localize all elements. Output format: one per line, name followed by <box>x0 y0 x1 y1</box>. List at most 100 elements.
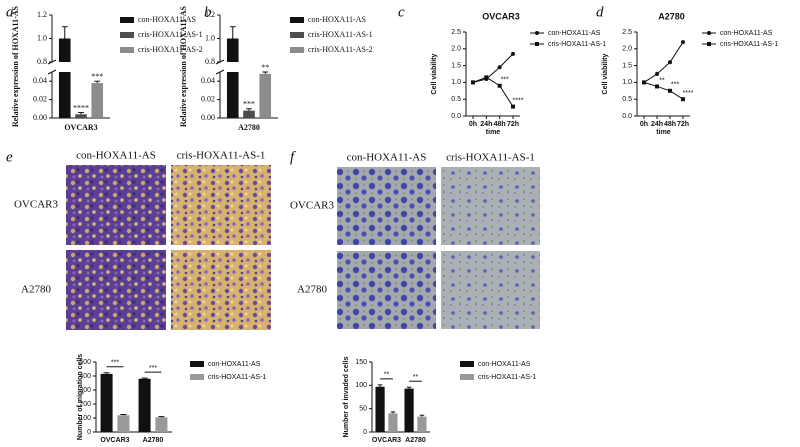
significance: ** <box>413 374 419 381</box>
bar <box>259 73 272 118</box>
legend-label: cris-HOXA11-AS-2 <box>138 45 203 54</box>
y-tick-label: 200 <box>79 401 91 408</box>
y-axis-label: Number of migration cells <box>77 354 84 440</box>
chart: 0 100 200 300 400 500 OVCAR3 *** A2780 *** Number … <box>77 354 266 444</box>
column-label: cris-HOXA11-AS-1 <box>446 152 535 164</box>
micrograph <box>171 165 271 245</box>
significance: **** <box>513 97 524 104</box>
legend-label: cris-HOXA11-AS-1 <box>138 30 203 39</box>
y-tick-label: 2.5 <box>622 29 632 36</box>
x-tick-label: A2780 <box>143 437 164 444</box>
legend-label: cris-HOXA11-AS-1 <box>208 374 266 381</box>
y-tick-label: 0.00 <box>201 113 215 122</box>
micrograph <box>66 250 166 330</box>
panel-letter: d <box>596 4 604 20</box>
y-tick-label: 1.0 <box>205 33 215 42</box>
bar <box>58 38 71 62</box>
panel-letter: c <box>398 4 405 20</box>
chart: 0.81.01.20.000.020.04*******OVCAR3Relati… <box>11 5 203 131</box>
y-axis-label: Cell viability <box>602 53 609 94</box>
y-tick-label: 0.5 <box>451 96 461 103</box>
legend-label: con-HOXA11-AS <box>208 361 261 368</box>
bar <box>404 388 414 432</box>
significance: *** <box>149 365 157 372</box>
marker <box>668 88 672 93</box>
y-tick-label: 2.0 <box>622 46 632 53</box>
x-tick-label: 48h <box>664 121 676 128</box>
y-tick-label: 50 <box>359 406 367 413</box>
series-line <box>472 76 514 107</box>
marker <box>511 104 515 109</box>
y-tick-label: 0.04 <box>201 76 215 85</box>
y-axis-label: Cell viability <box>431 53 438 94</box>
row-label: A2780 <box>297 284 327 296</box>
y-tick-label: 0.8 <box>37 57 47 66</box>
marker <box>535 42 539 46</box>
x-tick-label: OVCAR3 <box>100 437 129 444</box>
y-tick-label: 0.0 <box>622 113 632 120</box>
x-axis-label: OVCAR3 <box>64 123 97 132</box>
y-tick-label: 400 <box>79 373 91 380</box>
marker <box>668 60 672 65</box>
legend-swatch <box>120 47 134 53</box>
x-tick-label: A2780 <box>405 437 426 444</box>
legend-label: cris-HOXA11-AS-1 <box>478 374 536 381</box>
legend-swatch <box>460 361 474 367</box>
column-label: con-HOXA11-AS <box>76 150 156 162</box>
y-tick-label: 1.0 <box>37 33 47 42</box>
y-tick-label: 300 <box>79 387 91 394</box>
legend-label: con-HOXA11-AS <box>138 15 196 24</box>
x-tick-label: 72h <box>677 121 689 128</box>
marker <box>535 31 539 35</box>
y-tick-label: 150 <box>355 359 367 366</box>
y-tick-label: 1.0 <box>451 79 461 86</box>
legend-swatch <box>460 374 474 380</box>
y-tick-label: 1.5 <box>451 62 461 69</box>
chart: 0.0 0.5 1.0 1.5 2.0 2.5 0h 24h 48h 72h con-HOXA11-… <box>431 11 606 135</box>
legend-label: cris-HOXA11-AS-1 <box>308 30 373 39</box>
bar <box>58 72 71 118</box>
y-tick-label: 0.02 <box>201 94 215 103</box>
significance: *** <box>111 360 119 367</box>
marker <box>655 72 659 76</box>
legend-swatch <box>120 32 134 38</box>
legend-swatch <box>290 17 304 23</box>
marker <box>642 80 646 85</box>
micrograph <box>441 251 540 329</box>
row-label: OVCAR3 <box>290 200 335 212</box>
significance: **** <box>683 90 694 97</box>
column-label: cris-HOXA11-AS-1 <box>177 150 266 162</box>
chart-title: A2780 <box>658 11 685 21</box>
y-tick-label: 2.5 <box>451 29 461 36</box>
y-axis-label: Relative expression of HOXA11-AS <box>179 5 188 127</box>
marker <box>707 31 711 35</box>
bar <box>226 38 239 62</box>
y-tick-label: 0.8 <box>205 57 215 66</box>
x-axis-label: time <box>486 129 501 136</box>
significance: *** <box>243 100 255 109</box>
bar <box>388 413 398 432</box>
significance: *** <box>671 82 679 89</box>
chart: 0.81.01.20.000.020.04*****A2780Relative … <box>179 5 373 131</box>
micrograph <box>66 165 166 245</box>
legend-swatch <box>120 17 134 23</box>
series-line <box>643 41 684 83</box>
y-tick-label: 0.04 <box>33 76 47 85</box>
panel-letter: f <box>290 149 296 165</box>
bar <box>417 416 427 432</box>
marker <box>707 42 711 46</box>
panel-letter: e <box>6 149 13 165</box>
y-tick-label: 1.2 <box>205 10 215 19</box>
bar <box>117 415 130 432</box>
y-tick-label: 1.2 <box>37 10 47 19</box>
y-tick-label: 2.0 <box>451 46 461 53</box>
significance: *** <box>501 77 509 84</box>
y-tick-label: 0.5 <box>622 96 632 103</box>
marker <box>511 51 515 56</box>
y-tick-label: 1.5 <box>622 62 632 69</box>
micrograph <box>441 167 540 245</box>
x-tick-label: OVCAR3 <box>372 437 401 444</box>
marker <box>655 84 659 89</box>
y-tick-label: 0 <box>363 429 367 436</box>
significance: ** <box>659 77 665 84</box>
